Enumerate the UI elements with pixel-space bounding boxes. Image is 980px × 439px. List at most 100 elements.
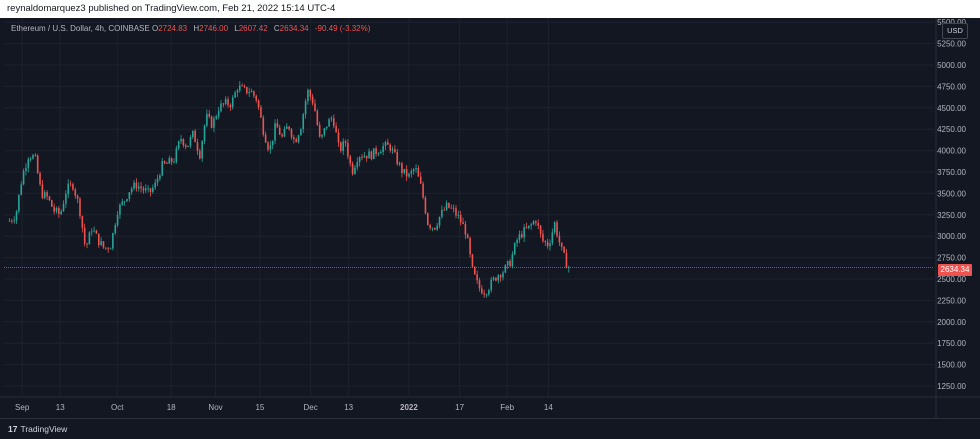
candle-body <box>46 192 48 197</box>
candle-body <box>377 153 380 155</box>
candle-body <box>410 171 413 174</box>
y-tick-label: 4750.00 <box>937 82 966 91</box>
candle-body <box>356 161 359 168</box>
candle-body <box>370 151 373 160</box>
candle-body <box>126 199 128 202</box>
candle-body <box>152 187 154 192</box>
candle-body <box>478 280 481 289</box>
candle-body <box>504 265 507 273</box>
candle-body <box>422 183 424 198</box>
candle-body <box>520 234 523 238</box>
candle-body <box>43 192 46 199</box>
candle-body <box>528 225 530 228</box>
candle-body <box>81 216 84 228</box>
candle-body <box>177 141 180 149</box>
candle-body <box>419 176 422 184</box>
candle-body <box>27 159 30 168</box>
candle-body <box>523 227 525 238</box>
candle-body <box>558 235 561 243</box>
candle-body <box>335 126 337 133</box>
candle-body <box>140 186 142 189</box>
candle-body <box>549 243 551 247</box>
candle-body <box>166 163 168 164</box>
chart-area[interactable] <box>0 18 980 418</box>
candle-body <box>495 277 497 281</box>
candle-body <box>191 130 194 138</box>
candle-body <box>358 157 361 162</box>
candle-body <box>208 113 211 117</box>
candle-body <box>544 241 547 243</box>
candle-body <box>285 126 288 129</box>
candle-body <box>351 163 354 174</box>
candle-body <box>304 101 307 115</box>
candle-body <box>8 220 11 222</box>
candle-body <box>260 107 262 118</box>
candle-body <box>79 198 81 217</box>
candle-body <box>238 85 241 91</box>
candle-body <box>173 161 175 163</box>
candle-body <box>485 294 488 296</box>
close-label: C <box>273 24 280 33</box>
candle-body <box>123 201 126 202</box>
candle-body <box>217 111 220 117</box>
candle-body <box>488 290 490 295</box>
candle-body <box>318 125 321 137</box>
price-chart[interactable]: 1250.00 1500.00 1750.00 2000.00 2250.00 2500.… <box>0 0 980 418</box>
candle-body <box>455 208 457 216</box>
candle-body <box>412 169 415 172</box>
candle-body <box>184 145 187 147</box>
candle-body <box>307 90 309 102</box>
x-tick-label: 13 <box>56 403 65 412</box>
candle-body <box>347 142 349 157</box>
x-tick-label: 18 <box>167 403 176 412</box>
candle-body <box>293 137 295 140</box>
symbol-legend: Ethereum / U.S. Dollar, 4h, COINBASE O27… <box>11 24 374 33</box>
candle-body <box>72 184 74 190</box>
y-tick-label: 3250.00 <box>937 211 966 220</box>
y-tick-label: 1250.00 <box>937 382 966 391</box>
currency-button[interactable]: USD <box>942 23 968 39</box>
y-tick-label: 1500.00 <box>937 361 966 370</box>
candle-body <box>530 224 532 226</box>
candle-body <box>196 142 199 151</box>
candle-body <box>11 220 13 222</box>
candle-body <box>492 277 495 280</box>
candle-body <box>156 178 159 183</box>
candle-body <box>65 193 67 204</box>
candle-body <box>387 142 389 145</box>
candle-body <box>168 158 171 164</box>
candle-body <box>128 192 131 200</box>
low-label: L <box>234 24 239 33</box>
open-label: O <box>151 24 159 33</box>
candle-body <box>539 225 542 234</box>
tradingview-logo[interactable]: 17 TradingView <box>8 422 67 436</box>
candle-body <box>50 200 53 207</box>
candle-body <box>344 141 347 143</box>
candle-body <box>553 222 556 233</box>
candle-body <box>452 207 455 209</box>
candle-body <box>137 186 140 189</box>
x-tick-label: 2022 <box>400 403 418 412</box>
candle-body <box>473 266 476 275</box>
candle-body <box>302 114 305 130</box>
candle-body <box>74 189 77 196</box>
candle-body <box>368 151 370 159</box>
candle-body <box>518 234 521 240</box>
candle-body <box>215 116 218 119</box>
footer: 17 TradingView <box>0 418 980 439</box>
candle-body <box>565 252 568 269</box>
candle-body <box>13 220 15 222</box>
candle-body <box>119 204 121 215</box>
change-value: -90.49 (-3.32%) <box>314 24 371 33</box>
candle-body <box>330 118 333 120</box>
candle-body <box>100 241 102 246</box>
candle-body <box>354 167 356 174</box>
candle-body <box>201 141 203 159</box>
candle-body <box>264 134 267 143</box>
y-tick-label: 5250.00 <box>937 40 966 49</box>
candle-body <box>121 201 124 205</box>
candle-body <box>471 254 474 267</box>
tradingview-brand: TradingView <box>20 424 68 434</box>
open-value: 2724.83 <box>158 24 188 33</box>
candle-body <box>25 167 27 171</box>
